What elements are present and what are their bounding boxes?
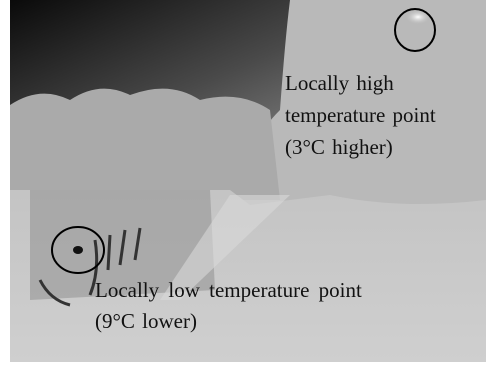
annotation-line: Locally high bbox=[285, 71, 394, 95]
thermal-image bbox=[10, 0, 486, 362]
annotation-line: (3°C higher) bbox=[285, 135, 393, 159]
annotation-line: Locally low temperature point bbox=[95, 278, 362, 302]
annotation-line: temperature point bbox=[285, 103, 436, 127]
thermal-figure: Locally high temperature point (3°C higher… bbox=[0, 0, 491, 367]
annotation-line: (9°C lower) bbox=[95, 309, 197, 333]
